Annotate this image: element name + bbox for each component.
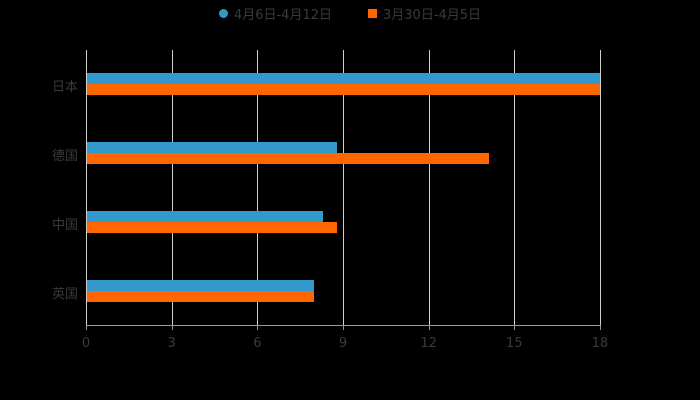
legend-item-series-1[interactable]: 4月6日-4月12日 — [218, 4, 332, 23]
axis-tick — [428, 325, 430, 330]
gridline — [514, 50, 516, 325]
gridline — [428, 50, 430, 325]
axis-tick — [86, 325, 87, 330]
gridline — [257, 50, 259, 325]
x-tick-label: 0 — [81, 336, 91, 351]
axis-tick — [171, 325, 173, 330]
category-label: 中国 — [51, 218, 78, 233]
x-tick-label: 3 — [167, 336, 176, 351]
bar-series-2[interactable] — [87, 291, 315, 302]
gridline — [343, 50, 344, 325]
x-tick-label: 15 — [506, 336, 523, 351]
x-tick-label: 9 — [338, 336, 348, 351]
axis-tick — [514, 325, 516, 330]
category-label: 德国 — [51, 149, 78, 164]
legend-label: 4月6日-4月12日 — [233, 8, 332, 23]
bar-series-1[interactable] — [87, 73, 600, 84]
legend-label: 3月30日-4月5日 — [383, 8, 482, 23]
legend-circle-icon — [218, 9, 228, 18]
axis-tick — [343, 325, 344, 330]
gridline — [86, 50, 87, 325]
chart-legend: 4月6日-4月12日 3月30日-4月5日 — [0, 4, 700, 23]
legend-item-series-2[interactable]: 3月30日-4月5日 — [368, 4, 481, 23]
category-label: 日本 — [51, 80, 78, 95]
gridline — [171, 50, 173, 325]
axis-tick — [600, 325, 601, 330]
x-tick-label: 6 — [253, 336, 262, 351]
bar-series-2[interactable] — [87, 222, 338, 233]
gridline — [600, 50, 601, 325]
bar-series-2[interactable] — [87, 84, 600, 95]
x-tick-label: 18 — [591, 336, 609, 351]
axis-tick — [257, 325, 259, 330]
bar-series-2[interactable] — [87, 153, 489, 164]
x-tick-label: 12 — [420, 336, 437, 351]
x-axis-line — [86, 325, 601, 326]
bar-series-1[interactable] — [87, 142, 338, 153]
category-label: 英国 — [51, 287, 78, 302]
legend-square-icon — [368, 9, 377, 18]
bar-series-1[interactable] — [87, 211, 323, 222]
bar-series-1[interactable] — [87, 280, 315, 291]
